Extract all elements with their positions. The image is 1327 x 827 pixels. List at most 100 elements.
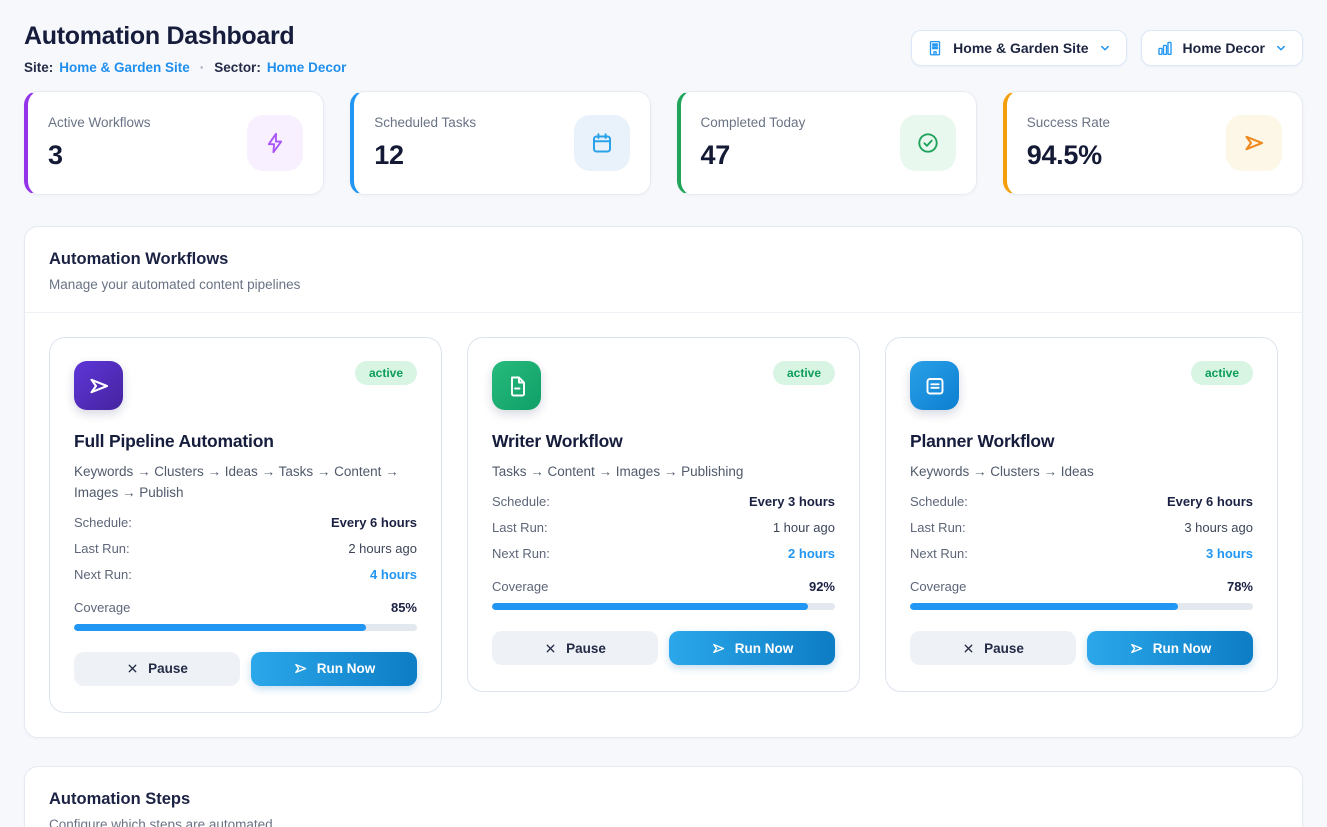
- workflow-card-top: active: [492, 361, 835, 410]
- last-run-value: 2 hours ago: [348, 540, 417, 556]
- x-icon: [126, 662, 139, 675]
- schedule-label: Schedule:: [492, 494, 550, 509]
- last-run-row: Last Run: 2 hours ago: [74, 541, 417, 556]
- automation-workflows-section: Automation Workflows Manage your automat…: [24, 226, 1303, 738]
- run-now-button[interactable]: Run Now: [1087, 631, 1253, 665]
- run-now-button-label: Run Now: [316, 661, 376, 677]
- schedule-label: Schedule:: [910, 494, 968, 509]
- run-now-button[interactable]: Run Now: [669, 631, 835, 665]
- schedule-value: Every 3 hours: [749, 494, 835, 509]
- next-run-label: Next Run:: [910, 546, 968, 561]
- site-label: Site:: [24, 60, 54, 75]
- last-run-label: Last Run:: [492, 520, 548, 535]
- run-now-button[interactable]: Run Now: [251, 651, 417, 686]
- workflow-card-top: active: [74, 361, 417, 410]
- x-icon: [962, 642, 975, 655]
- sector-selector-dropdown[interactable]: Home Decor: [1140, 30, 1303, 66]
- coverage-progress-fill: [910, 603, 1178, 610]
- steps-section-title: Automation Steps: [49, 789, 191, 808]
- last-run-value: 1 hour ago: [772, 520, 835, 535]
- coverage-value: 78%: [1226, 579, 1253, 594]
- steps-section-header: Automation Steps Configure which steps a…: [25, 767, 1302, 827]
- page-header: Automation Dashboard Site: Home & Garden…: [24, 22, 1303, 75]
- chevron-down-icon: [1274, 41, 1288, 55]
- workflow-actions: Pause Run Now: [492, 631, 835, 665]
- stat-value: 12: [374, 140, 404, 170]
- workflow-actions: Pause Run Now: [74, 651, 417, 686]
- coverage-progress-bar: [74, 623, 417, 631]
- coverage-row: Coverage 78%: [910, 579, 1253, 594]
- schedule-value: Every 6 hours: [331, 514, 417, 530]
- workflow-card-full-pipeline: active Full Pipeline Automation Keywords…: [49, 337, 442, 713]
- schedule-row: Schedule: Every 6 hours: [74, 515, 417, 530]
- pause-button-label: Pause: [984, 640, 1024, 656]
- workflow-actions: Pause Run Now: [910, 631, 1253, 665]
- chevron-down-icon: [1098, 41, 1112, 55]
- lightning-icon: [247, 115, 304, 171]
- stat-card-scheduled-tasks: Scheduled Tasks 12: [350, 91, 651, 195]
- check-circle-icon: [899, 115, 956, 171]
- stat-card-active-workflows: Active Workflows 3: [24, 91, 325, 195]
- next-run-row: Next Run: 2 hours: [492, 546, 835, 561]
- stat-info: Scheduled Tasks 12: [374, 115, 476, 171]
- coverage-progress-bar: [492, 603, 835, 610]
- schedule-row: Schedule: Every 6 hours: [910, 494, 1253, 509]
- next-run-row: Next Run: 4 hours: [74, 567, 417, 582]
- calendar-icon: [573, 115, 630, 171]
- pause-button-label: Pause: [566, 640, 606, 656]
- coverage-row: Coverage 85%: [74, 600, 417, 615]
- breadcrumb: Site: Home & Garden Site · Sector: Home …: [24, 60, 346, 75]
- workflow-grid: active Full Pipeline Automation Keywords…: [49, 337, 1278, 713]
- send-icon: [711, 641, 726, 656]
- automation-steps-section: Automation Steps Configure which steps a…: [24, 765, 1303, 827]
- header-left: Automation Dashboard Site: Home & Garden…: [24, 22, 346, 75]
- next-run-row: Next Run: 3 hours: [910, 546, 1253, 561]
- workflow-pipeline: Keywords → Clusters → Ideas → Tasks → Co…: [74, 464, 399, 500]
- workflow-title: Writer Workflow: [492, 431, 623, 451]
- coverage-row: Coverage 92%: [492, 579, 835, 594]
- pause-button[interactable]: Pause: [910, 631, 1076, 665]
- run-now-button-label: Run Now: [1152, 640, 1212, 656]
- sector-link[interactable]: Home Decor: [266, 60, 347, 75]
- status-badge: active: [354, 361, 417, 385]
- send-icon: [1129, 641, 1144, 656]
- schedule-row: Schedule: Every 3 hours: [492, 494, 835, 509]
- workflow-card-top: active: [910, 361, 1253, 410]
- stat-info: Success Rate 94.5%: [1027, 115, 1110, 171]
- status-badge: active: [1190, 361, 1253, 385]
- workflow-card-writer: active Writer Workflow Tasks → Content →…: [467, 337, 860, 692]
- document-icon: [492, 361, 541, 410]
- workflow-pipeline: Keywords → Clusters → Ideas: [910, 464, 1094, 479]
- last-run-label: Last Run:: [910, 520, 966, 535]
- send-icon: [74, 361, 123, 410]
- schedule-label: Schedule:: [74, 514, 132, 530]
- bar-chart-icon: [1156, 39, 1174, 57]
- page-title: Automation Dashboard: [24, 22, 295, 50]
- last-run-row: Last Run: 3 hours ago: [910, 520, 1253, 535]
- coverage-value: 92%: [808, 579, 835, 594]
- workflow-title: Full Pipeline Automation: [74, 431, 274, 451]
- stat-value: 94.5%: [1026, 140, 1102, 170]
- workflow-card-planner: active Planner Workflow Keywords → Clust…: [885, 337, 1278, 692]
- site-link[interactable]: Home & Garden Site: [59, 60, 190, 75]
- workflows-section-body: active Full Pipeline Automation Keywords…: [25, 313, 1302, 737]
- coverage-value: 85%: [390, 599, 417, 615]
- workflows-section-header: Automation Workflows Manage your automat…: [25, 227, 1302, 313]
- coverage-progress-fill: [74, 623, 366, 631]
- site-selector-label: Home & Garden Site: [953, 40, 1089, 56]
- site-selector-dropdown[interactable]: Home & Garden Site: [911, 30, 1127, 66]
- schedule-value: Every 6 hours: [1167, 494, 1253, 509]
- send-icon: [1226, 115, 1282, 171]
- sector-selector-label: Home Decor: [1182, 40, 1265, 56]
- separator-dot: ·: [199, 60, 205, 75]
- building-icon: [926, 39, 944, 57]
- pause-button[interactable]: Pause: [492, 631, 658, 665]
- stat-label: Success Rate: [1026, 115, 1111, 130]
- stat-value: 3: [48, 140, 63, 170]
- pause-button-label: Pause: [148, 661, 188, 677]
- next-run-value: 2 hours: [788, 546, 835, 561]
- pause-button[interactable]: Pause: [74, 651, 240, 686]
- coverage-label: Coverage: [910, 579, 967, 594]
- workflow-pipeline: Tasks → Content → Images → Publishing: [492, 464, 744, 479]
